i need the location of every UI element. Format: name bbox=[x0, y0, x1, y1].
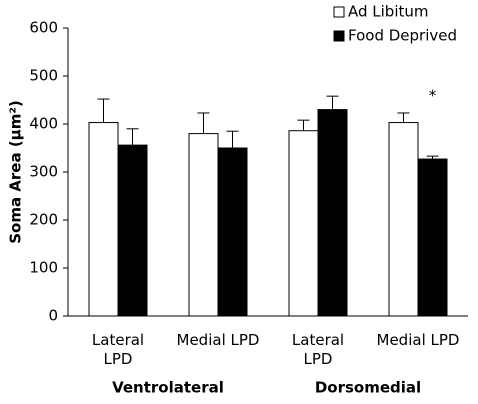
bar bbox=[417, 158, 448, 317]
y-tick-label: 600 bbox=[29, 19, 58, 37]
x-tick-label: Lateral LPD bbox=[92, 331, 144, 368]
annotation: * bbox=[429, 87, 437, 105]
legend-label: Food Deprived bbox=[348, 27, 457, 45]
legend-swatch bbox=[333, 6, 345, 18]
bar bbox=[217, 147, 248, 317]
bar bbox=[317, 109, 348, 317]
y-tick-label: 0 bbox=[48, 307, 58, 325]
y-tick-label: 100 bbox=[29, 259, 58, 277]
bar bbox=[188, 133, 219, 317]
x-tick-label: Lateral LPD bbox=[292, 331, 344, 368]
y-tick-label: 200 bbox=[29, 211, 58, 229]
y-axis-title: Soma Area (µm²) bbox=[7, 100, 25, 244]
bar bbox=[288, 130, 319, 317]
legend-label: Ad Libitum bbox=[348, 3, 429, 21]
x-tick-label: Medial LPD bbox=[177, 331, 260, 349]
bar bbox=[388, 122, 419, 317]
y-tick-label: 500 bbox=[29, 67, 58, 85]
y-tick-label: 300 bbox=[29, 163, 58, 181]
group-label: Ventrolateral bbox=[112, 379, 224, 397]
x-tick-label: Medial LPD bbox=[377, 331, 460, 349]
y-tick-label: 400 bbox=[29, 115, 58, 133]
legend-swatch bbox=[333, 30, 345, 42]
bar bbox=[117, 144, 148, 317]
bar bbox=[88, 122, 119, 317]
group-label: Dorsomedial bbox=[315, 379, 421, 397]
